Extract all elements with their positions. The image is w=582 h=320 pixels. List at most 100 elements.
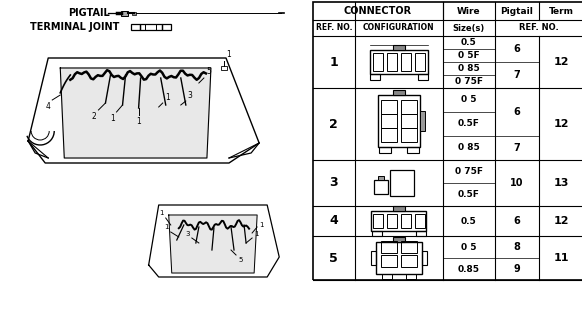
Bar <box>418 74 428 80</box>
Text: 1: 1 <box>164 224 169 230</box>
Text: REF. NO.: REF. NO. <box>519 23 559 33</box>
Text: TERMINAL JOINT: TERMINAL JOINT <box>30 22 119 32</box>
Text: 1: 1 <box>136 117 141 126</box>
Bar <box>372 231 382 236</box>
Bar <box>374 180 388 194</box>
Text: Size(s): Size(s) <box>453 23 485 33</box>
Text: PIGTAIL: PIGTAIL <box>68 8 110 18</box>
Text: CONNECTOR: CONNECTOR <box>344 6 412 16</box>
Text: 3: 3 <box>188 91 193 100</box>
Text: 5: 5 <box>329 252 338 265</box>
Text: 7: 7 <box>513 143 520 153</box>
Bar <box>401 241 417 253</box>
Bar <box>401 53 411 71</box>
Bar <box>401 128 417 142</box>
Text: 13: 13 <box>553 178 569 188</box>
Text: 7: 7 <box>513 70 520 80</box>
Text: 2: 2 <box>329 117 338 131</box>
Text: 0.5: 0.5 <box>461 38 477 47</box>
Bar <box>102 103 108 107</box>
Text: 0 5F: 0 5F <box>458 51 480 60</box>
Text: 0 5: 0 5 <box>461 95 477 105</box>
Text: 6: 6 <box>513 107 520 117</box>
Text: 9: 9 <box>513 264 520 274</box>
Text: REF. NO.: REF. NO. <box>315 23 352 33</box>
Text: 3: 3 <box>329 177 338 189</box>
Bar <box>156 108 162 112</box>
Bar <box>390 170 414 196</box>
Bar <box>415 214 425 228</box>
Text: 3: 3 <box>185 231 190 237</box>
Text: CONFIGURATION: CONFIGURATION <box>363 23 435 33</box>
Bar <box>373 53 383 71</box>
Text: 12: 12 <box>553 57 569 67</box>
Bar <box>373 214 383 228</box>
Bar <box>140 24 162 30</box>
Text: 0 85: 0 85 <box>458 64 480 73</box>
Bar <box>401 100 417 114</box>
Bar <box>162 24 171 30</box>
Text: 0 5: 0 5 <box>461 243 477 252</box>
Text: 1: 1 <box>110 114 115 123</box>
Bar <box>371 211 427 231</box>
Bar <box>370 74 380 80</box>
Text: 0.5: 0.5 <box>461 217 477 226</box>
Bar <box>132 12 136 14</box>
Text: 1: 1 <box>329 55 338 68</box>
Bar <box>221 66 227 70</box>
Text: 12: 12 <box>553 119 569 129</box>
Text: 5: 5 <box>206 67 211 76</box>
Text: 1: 1 <box>254 231 258 237</box>
Bar <box>401 114 417 128</box>
Text: 6: 6 <box>513 44 520 54</box>
Bar <box>196 83 202 87</box>
Text: 1: 1 <box>259 222 264 228</box>
Bar <box>136 108 141 112</box>
Text: 12: 12 <box>553 216 569 226</box>
Text: 1: 1 <box>226 50 230 59</box>
Text: 0.5F: 0.5F <box>458 190 480 199</box>
Bar <box>370 50 428 74</box>
Polygon shape <box>169 215 257 273</box>
Text: 1: 1 <box>165 93 169 102</box>
Text: 4: 4 <box>329 214 338 228</box>
Bar <box>407 147 419 153</box>
Text: 0 75F: 0 75F <box>455 167 483 176</box>
Bar <box>381 241 397 253</box>
Text: 10: 10 <box>510 178 524 188</box>
Bar <box>379 147 391 153</box>
Text: 2: 2 <box>92 112 97 121</box>
Text: 4: 4 <box>45 102 50 111</box>
Polygon shape <box>148 205 279 277</box>
Text: 0.5F: 0.5F <box>458 119 480 129</box>
Bar <box>393 45 405 50</box>
Bar <box>378 95 420 147</box>
Bar <box>387 53 397 71</box>
Text: 8: 8 <box>513 242 520 252</box>
Bar <box>376 242 422 274</box>
Bar <box>381 128 397 142</box>
Bar <box>393 206 405 211</box>
Text: 0.85: 0.85 <box>458 265 480 274</box>
Bar <box>393 237 405 242</box>
Bar <box>401 214 411 228</box>
Text: 0 85: 0 85 <box>458 143 480 153</box>
Bar <box>120 11 127 15</box>
Text: Term: Term <box>548 6 573 15</box>
Text: 5: 5 <box>238 257 243 263</box>
Bar <box>382 274 392 279</box>
Bar <box>416 231 426 236</box>
Bar <box>178 105 184 109</box>
Bar <box>393 90 405 95</box>
Text: 6: 6 <box>513 216 520 226</box>
Text: 11: 11 <box>553 253 569 263</box>
Bar <box>371 251 376 265</box>
Bar <box>415 53 425 71</box>
Bar <box>381 114 397 128</box>
Bar <box>387 214 397 228</box>
Bar <box>401 255 417 267</box>
Bar <box>406 274 416 279</box>
Bar <box>420 111 425 131</box>
Text: 1: 1 <box>159 210 164 216</box>
Bar <box>381 255 397 267</box>
